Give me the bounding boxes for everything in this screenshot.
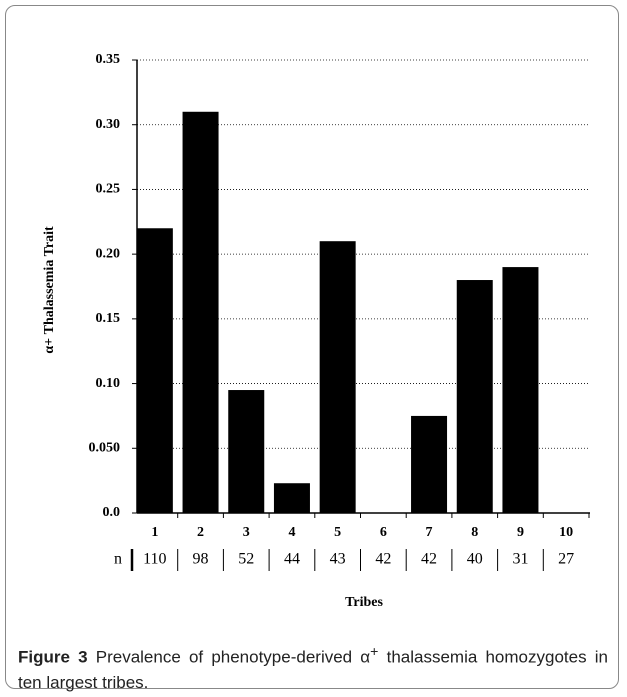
n-value: 43 xyxy=(330,551,346,568)
bar xyxy=(502,267,539,513)
n-value: 110 xyxy=(143,551,166,568)
x-tick-label: 4 xyxy=(288,525,295,540)
x-tick-label: 5 xyxy=(334,525,341,540)
caption-text: Prevalence of phenotype-derived α xyxy=(95,647,371,667)
y-tick-label: 0.30 xyxy=(96,117,121,132)
n-value: 42 xyxy=(375,551,391,568)
n-value: 27 xyxy=(558,551,574,568)
x-tick-label: 3 xyxy=(243,525,250,540)
bar xyxy=(136,228,173,513)
figure-frame xyxy=(5,5,619,689)
bar xyxy=(456,280,493,513)
bar xyxy=(273,483,310,513)
y-tick-label: 0.050 xyxy=(89,441,121,456)
x-tick-label: 9 xyxy=(517,525,524,540)
caption-superscript: + xyxy=(370,644,379,660)
x-tick-label: 1 xyxy=(151,525,158,540)
bar xyxy=(319,241,356,513)
bar xyxy=(411,415,448,513)
caption-label: Figure 3 xyxy=(18,647,88,667)
n-value: 52 xyxy=(238,551,254,568)
bar xyxy=(182,111,219,514)
y-tick-label: 0.0 xyxy=(103,505,121,520)
n-label: n xyxy=(114,551,122,568)
n-value: 44 xyxy=(284,551,300,568)
y-axis-label: α+ Thalassemia Trait xyxy=(42,226,57,354)
x-tick-label: 8 xyxy=(471,525,478,540)
y-tick-label: 0.10 xyxy=(96,376,121,391)
x-tick-label: 6 xyxy=(380,525,387,540)
n-value: 98 xyxy=(193,551,209,568)
caption-text: thalassemia homozygotes in ten largest t… xyxy=(18,647,608,692)
caption: Figure 3 Prevalence of phenotype-derived… xyxy=(18,640,608,695)
n-value: 42 xyxy=(421,551,437,568)
y-tick-label: 0.35 xyxy=(96,52,121,67)
x-axis-label: Tribes xyxy=(345,595,383,610)
n-value: 31 xyxy=(512,551,528,568)
x-tick-label: 10 xyxy=(559,525,573,540)
y-tick-label: 0.20 xyxy=(96,246,121,261)
y-tick-label: 0.25 xyxy=(96,182,121,197)
chart: α+ Thalassemia Trait Tribes n 0.0 0.050 0.… xyxy=(42,52,590,610)
y-tick-label: 0.15 xyxy=(96,311,121,326)
x-tick-label: 2 xyxy=(197,525,204,540)
x-tick-label: 7 xyxy=(426,525,433,540)
n-value: 40 xyxy=(467,551,483,568)
bar xyxy=(228,390,265,513)
